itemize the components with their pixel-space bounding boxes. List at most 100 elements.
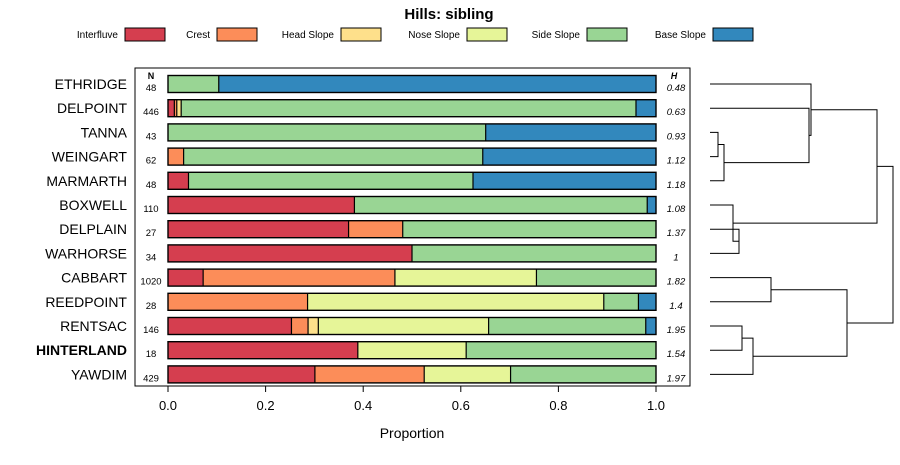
h-value: 1.37 — [667, 228, 686, 239]
legend-swatch — [586, 27, 628, 42]
h-value: 0.48 — [667, 83, 686, 94]
bar-segment — [168, 220, 349, 238]
dendrogram-link — [710, 144, 725, 182]
x-tick-label: 0.6 — [452, 398, 470, 413]
x-tick-label: 0.0 — [159, 398, 177, 413]
n-value: 48 — [146, 83, 157, 94]
dendrogram — [710, 83, 894, 375]
x-tick-label: 0.2 — [257, 398, 275, 413]
bar-outline — [167, 219, 657, 239]
bar-outline — [167, 123, 657, 142]
n-value: 18 — [146, 349, 157, 360]
h-labels: H 0.48 0.63 0.93 1.12 1.18 1.08 1.37 1 1.82 1.4 1.9… — [667, 71, 686, 384]
x-tick-label: 0.4 — [354, 398, 372, 413]
bar-segment — [168, 341, 358, 359]
bar-segment — [402, 220, 656, 238]
bar-outline — [167, 365, 657, 384]
n-value: 446 — [143, 107, 159, 118]
bar-outline — [167, 341, 657, 360]
bar-segment — [168, 244, 412, 262]
legend-label: Interfluve — [77, 30, 119, 41]
bar-segment — [168, 148, 184, 166]
row-label: DELPLAIN — [59, 221, 127, 237]
bar-segment — [176, 99, 182, 117]
dendrogram-link — [847, 165, 894, 324]
bar-segment — [168, 196, 355, 214]
bars — [167, 74, 657, 384]
row-label: WARHORSE — [45, 245, 127, 261]
row-label: WEINGART — [52, 149, 128, 165]
row-label: DELPOINT — [57, 100, 127, 116]
chart-title: Hills: sibling — [404, 6, 493, 23]
row-label: CABBART — [61, 270, 127, 286]
row-label: HINTERLAND — [36, 342, 127, 358]
h-value: 1.08 — [667, 204, 686, 215]
bar-segment — [466, 341, 656, 359]
h-header: H — [671, 71, 678, 81]
bar-segment — [638, 293, 656, 311]
bar-segment — [394, 269, 537, 287]
bar-segment — [188, 172, 473, 190]
bar-outline — [167, 316, 657, 336]
bar-segment — [168, 293, 308, 311]
bar-segment — [308, 317, 319, 335]
dendrogram-link — [710, 277, 772, 303]
legend-swatch — [216, 27, 258, 42]
dendrogram-link — [710, 107, 810, 164]
bar-segment — [485, 123, 656, 141]
bar-segment — [168, 99, 175, 117]
bar-segment — [203, 269, 395, 287]
n-value: 48 — [146, 180, 157, 191]
bar-segment — [348, 220, 403, 238]
plot-frame — [134, 67, 691, 387]
bar-segment — [291, 317, 309, 335]
legend-swatch — [124, 27, 166, 42]
row-label: ETHRIDGE — [55, 76, 127, 92]
bar-segment — [424, 365, 511, 383]
bar-segment — [645, 317, 656, 335]
dendrogram-link — [753, 289, 848, 357]
row-label: TANNA — [81, 124, 128, 140]
h-value: 0.93 — [667, 131, 686, 142]
n-value: 429 — [143, 373, 159, 384]
dendrogram-link — [710, 337, 754, 375]
bar-segment — [647, 196, 656, 214]
h-value: 1.4 — [669, 301, 682, 312]
n-value: 27 — [146, 228, 157, 239]
legend-label: Nose Slope — [408, 30, 460, 41]
bar-segment — [635, 99, 656, 117]
bar-outline — [167, 195, 657, 215]
h-value: 1.97 — [667, 373, 686, 384]
h-value: 1.12 — [667, 156, 686, 167]
h-value: 1.95 — [667, 325, 686, 336]
legend-label: Base Slope — [655, 30, 707, 41]
n-header: N — [148, 71, 155, 81]
row-label: RENTSAC — [60, 318, 127, 334]
legend-label: Crest — [186, 30, 210, 41]
bar-segment — [168, 317, 292, 335]
bar-segment — [354, 196, 648, 214]
n-value: 146 — [143, 325, 159, 336]
bar-segment — [412, 244, 656, 262]
bar-segment — [168, 365, 315, 383]
h-value: 1 — [673, 252, 678, 263]
n-value: 34 — [146, 252, 157, 263]
h-value: 0.63 — [667, 107, 686, 118]
n-labels: N 48 446 43 62 48 110 27 34 1020 28 146 18 429 — [140, 71, 161, 384]
bar-outline — [167, 268, 657, 287]
bar-segment — [488, 317, 646, 335]
dendrogram-link — [710, 131, 719, 158]
bar-segment — [168, 75, 219, 93]
dendrogram-link — [733, 109, 878, 224]
h-value: 1.18 — [667, 180, 686, 191]
bar-outline — [167, 171, 657, 191]
legend-swatch — [466, 27, 508, 42]
bar-outline — [167, 74, 657, 94]
h-value: 1.82 — [667, 277, 686, 288]
row-label: MARMARTH — [46, 173, 127, 189]
row-labels: ETHRIDGE DELPOINT TANNA WEINGART MARMARTH BOX… — [36, 76, 128, 382]
x-tick-label: 1.0 — [647, 398, 665, 413]
dendrogram-link — [710, 83, 812, 136]
bar-segment — [473, 172, 656, 190]
